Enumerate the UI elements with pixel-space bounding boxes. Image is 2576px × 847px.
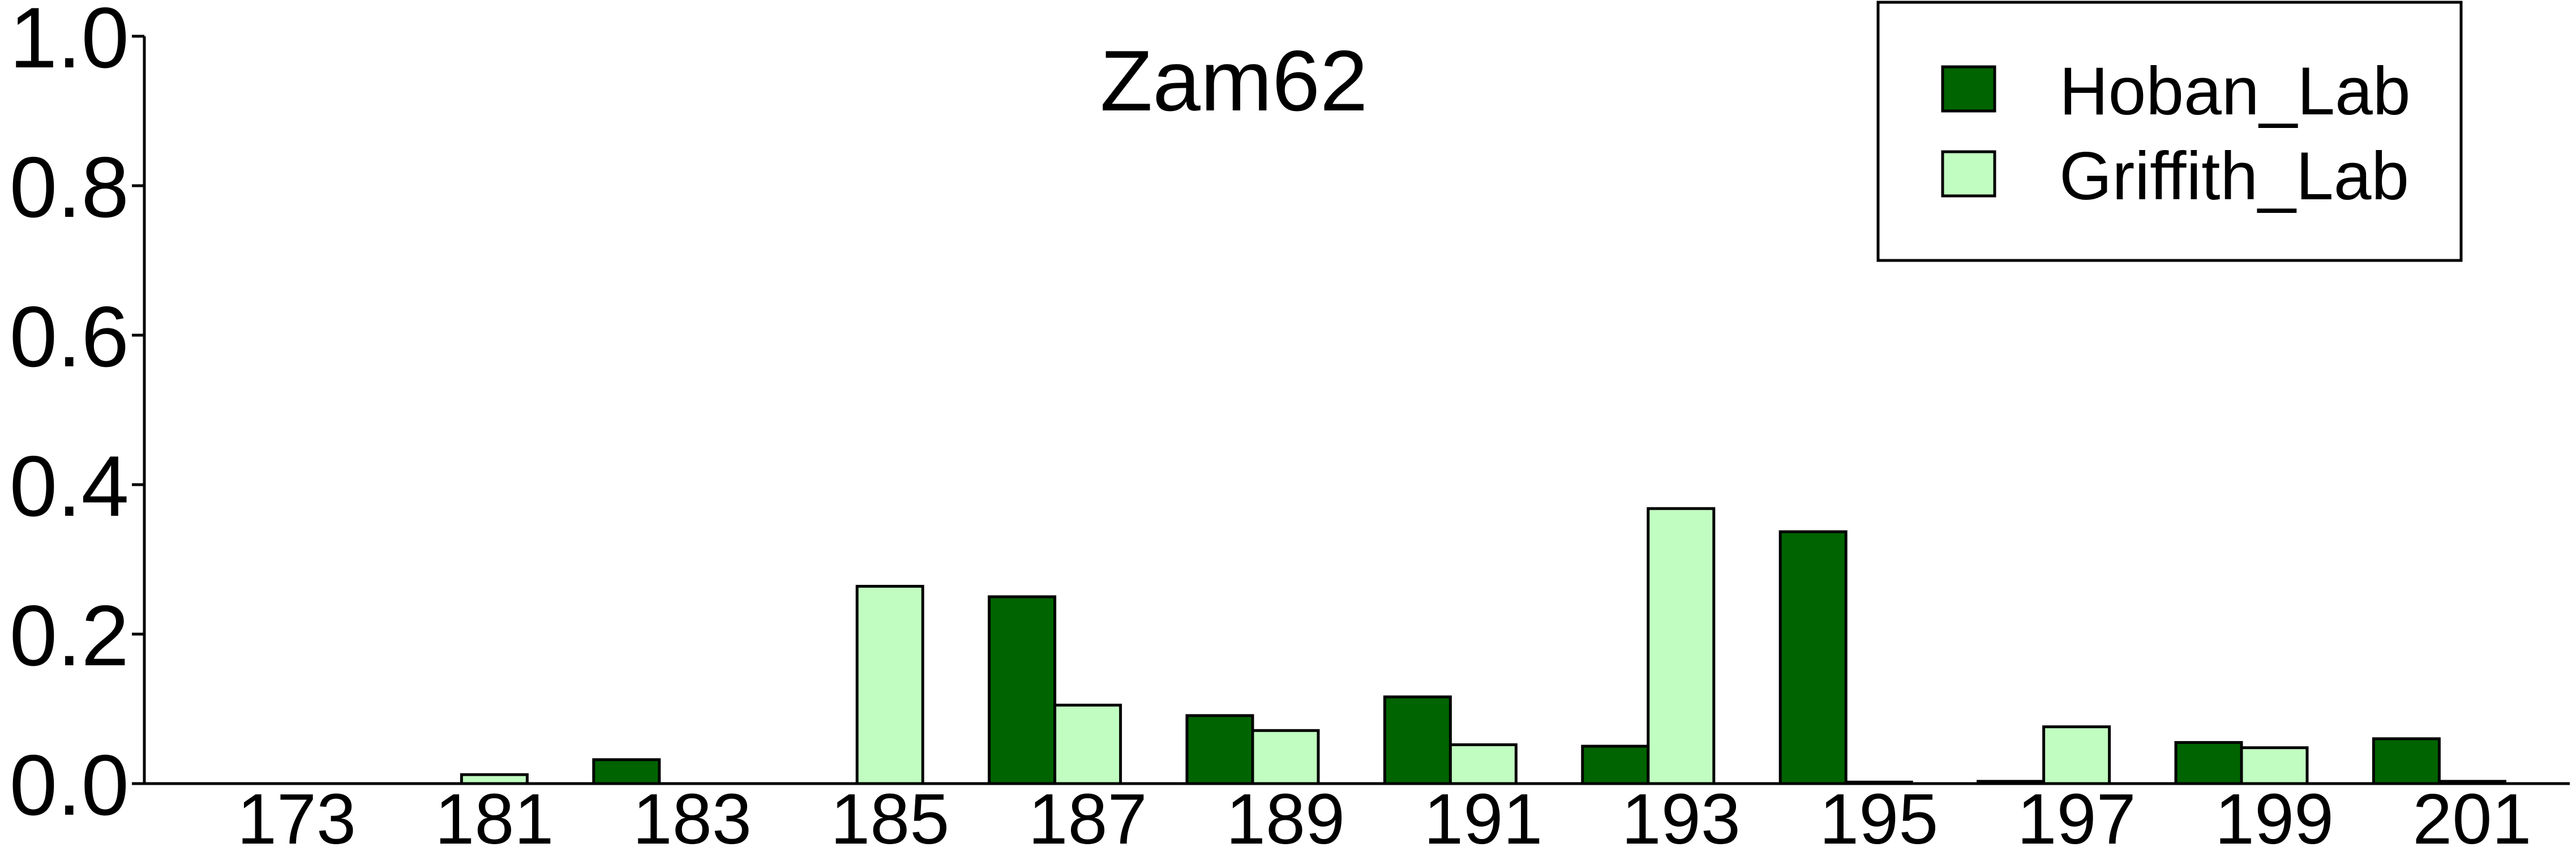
y-tick-label: 0.4 <box>10 438 129 534</box>
bars-group <box>460 507 2506 785</box>
bar-hoban-lab-183 <box>592 758 661 785</box>
legend-label-griffith-lab: Griffith_Lab <box>2059 138 2409 214</box>
x-tick-label: 199 <box>2215 779 2334 847</box>
bar-griffith-lab-189 <box>1251 729 1320 785</box>
bar-griffith-lab-193 <box>1647 507 1716 785</box>
bar-hoban-lab-193 <box>1581 745 1650 785</box>
legend-label-hoban-lab: Hoban_Lab <box>2059 53 2411 129</box>
x-tick-label: 191 <box>1424 779 1542 847</box>
bar-hoban-lab-191 <box>1383 695 1452 785</box>
legend-swatch-griffith-lab <box>1941 150 1996 198</box>
bar-griffith-lab-199 <box>2240 746 2309 785</box>
y-tick-label: 0.0 <box>10 737 129 833</box>
x-tick-label: 189 <box>1226 779 1345 847</box>
x-tick-label: 187 <box>1028 779 1147 847</box>
chart-title: Zam62 <box>1100 33 1368 129</box>
x-tick-label: 197 <box>2017 779 2136 847</box>
y-tick-labels: 0.0 0.2 0.4 0.6 0.8 1.0 <box>10 0 129 833</box>
x-tick-label: 183 <box>633 779 752 847</box>
bar-hoban-lab-199 <box>2174 741 2243 785</box>
bar-hoban-lab-195 <box>1778 530 1848 785</box>
bar-griffith-lab-191 <box>1448 743 1518 785</box>
bar-griffith-lab-197 <box>2042 725 2111 785</box>
bar-hoban-lab-201 <box>2372 737 2441 785</box>
x-tick-label: 181 <box>435 779 554 847</box>
axes-group <box>132 35 2570 785</box>
legend-swatch-hoban-lab <box>1941 65 1996 113</box>
x-tick-label: 195 <box>1819 779 1938 847</box>
y-tick-label: 1.0 <box>10 0 129 86</box>
x-tick-label: 201 <box>2412 779 2531 847</box>
bar-hoban-lab-189 <box>1185 714 1254 785</box>
x-tick-label: 185 <box>830 779 949 847</box>
x-tick-labels: 173 181 183 185 187 189 191 193 195 197 199 201 <box>237 779 2532 847</box>
y-tick-label: 0.8 <box>10 139 129 236</box>
bar-hoban-lab-187 <box>988 595 1057 785</box>
y-tick-label: 0.2 <box>10 588 129 684</box>
legend-box <box>1876 1 2463 262</box>
legend: Hoban_Lab Griffith_Lab <box>1876 1 2463 262</box>
bar-griffith-lab-185 <box>855 585 924 785</box>
y-tick-label: 0.6 <box>10 289 129 385</box>
x-tick-label: 173 <box>237 779 356 847</box>
x-tick-label: 193 <box>1622 779 1741 847</box>
bar-griffith-lab-187 <box>1053 703 1122 785</box>
